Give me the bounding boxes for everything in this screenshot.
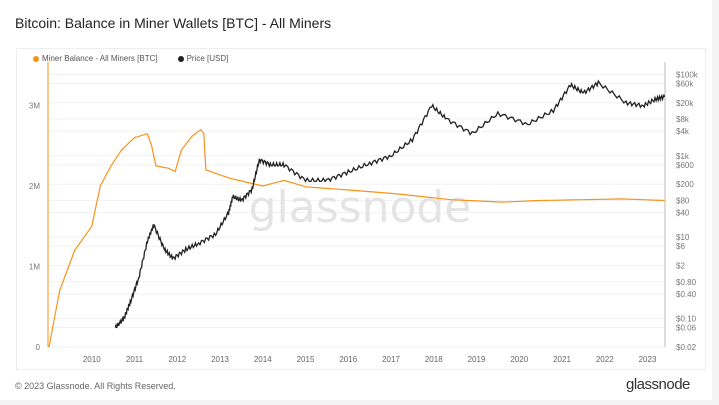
x-tick-label: 2016 bbox=[339, 355, 357, 364]
x-tick-label: 2010 bbox=[83, 355, 101, 364]
y-right-tick-label: $0.80 bbox=[676, 278, 697, 287]
x-tick-label: 2023 bbox=[639, 355, 657, 364]
legend-label: Miner Balance - All Miners [BTC] bbox=[42, 54, 158, 63]
x-tick-label: 2011 bbox=[126, 355, 144, 364]
y-right-tick-label: $0.40 bbox=[676, 290, 697, 299]
legend: Miner Balance - All Miners [BTC] Price [… bbox=[33, 54, 228, 63]
y-right-tick-label: $80 bbox=[676, 196, 690, 205]
y-right-tick-label: $4k bbox=[676, 127, 690, 136]
y-right-tick-label: $8k bbox=[676, 115, 690, 124]
footer-copyright: © 2023 Glassnode. All Rights Reserved. bbox=[15, 381, 176, 391]
y-left-tick-label: 3M bbox=[29, 102, 40, 111]
y-right-tick-label: $200 bbox=[676, 180, 694, 189]
y-left-tick-label: 0 bbox=[36, 343, 41, 352]
x-tick-label: 2021 bbox=[553, 355, 571, 364]
x-tick-label: 2014 bbox=[254, 355, 272, 364]
x-tick-label: 2013 bbox=[211, 355, 229, 364]
y-right-tick-label: $600 bbox=[676, 161, 694, 170]
y-right-tick-label: $1k bbox=[676, 152, 690, 161]
page: Bitcoin: Balance in Miner Wallets [BTC] … bbox=[0, 0, 712, 400]
y-left-tick-label: 2M bbox=[29, 182, 40, 191]
y-right-tick-label: $10 bbox=[676, 233, 690, 242]
x-tick-label: 2012 bbox=[168, 355, 186, 364]
y-left-tick-label: 1M bbox=[29, 263, 40, 272]
x-tick-label: 2018 bbox=[425, 355, 443, 364]
legend-dot-black bbox=[177, 55, 184, 62]
legend-item-price[interactable]: Price [USD] bbox=[177, 54, 229, 63]
x-tick-label: 2019 bbox=[468, 355, 486, 364]
y-right-tick-label: $0.02 bbox=[676, 343, 697, 352]
chart-card bbox=[16, 48, 706, 370]
y-right-tick-label: $60k bbox=[676, 79, 694, 88]
x-tick-label: 2017 bbox=[382, 355, 400, 364]
miner-balance-line bbox=[48, 128, 665, 348]
y-right-tick-label: $100k bbox=[676, 70, 699, 79]
legend-label: Price [USD] bbox=[186, 54, 229, 63]
y-right-tick-label: $20k bbox=[676, 99, 694, 108]
x-tick-label: 2022 bbox=[596, 355, 614, 364]
x-tick-label: 2020 bbox=[510, 355, 528, 364]
watermark: glassnode bbox=[249, 182, 472, 233]
legend-item-miner-balance[interactable]: Miner Balance - All Miners [BTC] bbox=[33, 54, 158, 63]
price-line bbox=[114, 79, 666, 329]
y-right-tick-label: $0.06 bbox=[676, 324, 697, 333]
chart-title: Bitcoin: Balance in Miner Wallets [BTC] … bbox=[15, 15, 332, 31]
y-right-tick-label: $2 bbox=[676, 262, 685, 271]
y-right-tick-label: $0.10 bbox=[676, 315, 697, 324]
glassnode-logo: glassnode bbox=[626, 376, 690, 393]
legend-dot-orange bbox=[33, 55, 39, 62]
x-tick-label: 2015 bbox=[297, 355, 315, 364]
y-right-tick-label: $40 bbox=[676, 209, 690, 218]
y-right-tick-label: $6 bbox=[676, 242, 685, 251]
